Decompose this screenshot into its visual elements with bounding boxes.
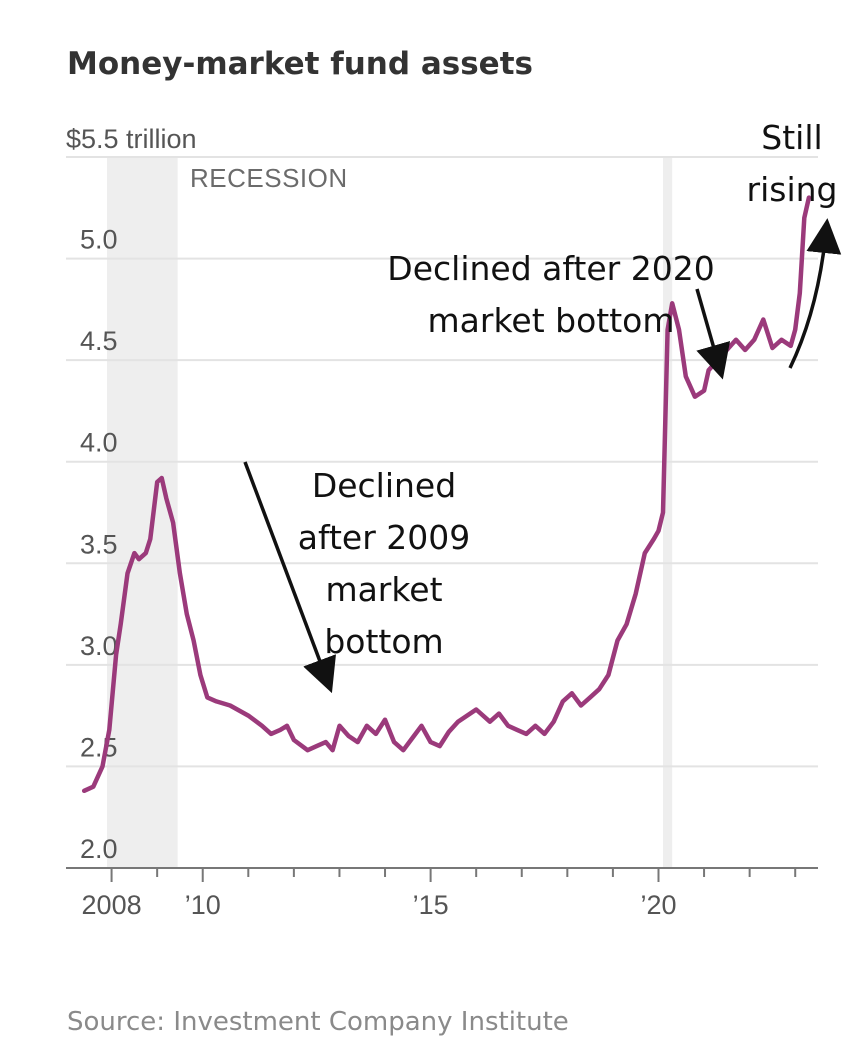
shaded-periods — [107, 157, 673, 868]
x-tick-label: 2008 — [82, 890, 142, 920]
shaded-period-1 — [663, 157, 673, 868]
annotation-still-rising-line: Still — [761, 118, 822, 157]
source-note: Source: Investment Company Institute — [67, 1007, 569, 1037]
annotation-2020-line: Declined after 2020 — [387, 249, 714, 288]
annotation-still-rising-line: rising — [747, 170, 838, 209]
y-tick-label: 4.5 — [80, 326, 118, 356]
shaded-period-0 — [107, 157, 178, 868]
annotation-2009-line: Declined — [312, 466, 456, 505]
y-tick-label: 3.0 — [80, 631, 118, 661]
x-tick-label: ’10 — [185, 890, 221, 920]
annotation-arrow-2009 — [243, 461, 336, 694]
annotation-arrow-2020 — [695, 288, 731, 380]
annotation-2020-line: market bottom — [428, 301, 675, 340]
gridlines — [66, 156, 818, 768]
annotation-2009-line: after 2009 — [298, 518, 471, 557]
annotation-2009-line: bottom — [324, 622, 443, 661]
y-tick-label: 2.0 — [80, 834, 118, 864]
annotation-2009: Declined after 2009 market bottom — [298, 466, 471, 661]
annotation-2020: Declined after 2020 market bottom — [387, 249, 714, 340]
x-tick-label: ’20 — [640, 890, 676, 920]
annotation-still-rising: Still rising — [747, 118, 838, 209]
series-line-money-market-assets — [81, 195, 812, 794]
recession-label: RECESSION — [190, 163, 348, 193]
annotation-arrow-rising — [788, 218, 842, 369]
y-tick-label: 5.0 — [80, 225, 118, 255]
x-tick-label: ’15 — [413, 890, 449, 920]
annotation-2009-line: market — [325, 570, 442, 609]
y-axis: 2.0 2.5 3.0 3.5 4.0 4.5 5.0 — [80, 225, 118, 864]
x-axis: 2008 ’10 ’15 ’20 — [66, 867, 818, 920]
y-tick-label: 3.5 — [80, 529, 118, 559]
chart-title: Money-market fund assets — [67, 46, 533, 82]
y-tick-label: 4.0 — [80, 428, 118, 458]
y-axis-unit-label: $5.5 trillion — [66, 124, 197, 154]
y-tick-label: 2.5 — [80, 732, 118, 762]
